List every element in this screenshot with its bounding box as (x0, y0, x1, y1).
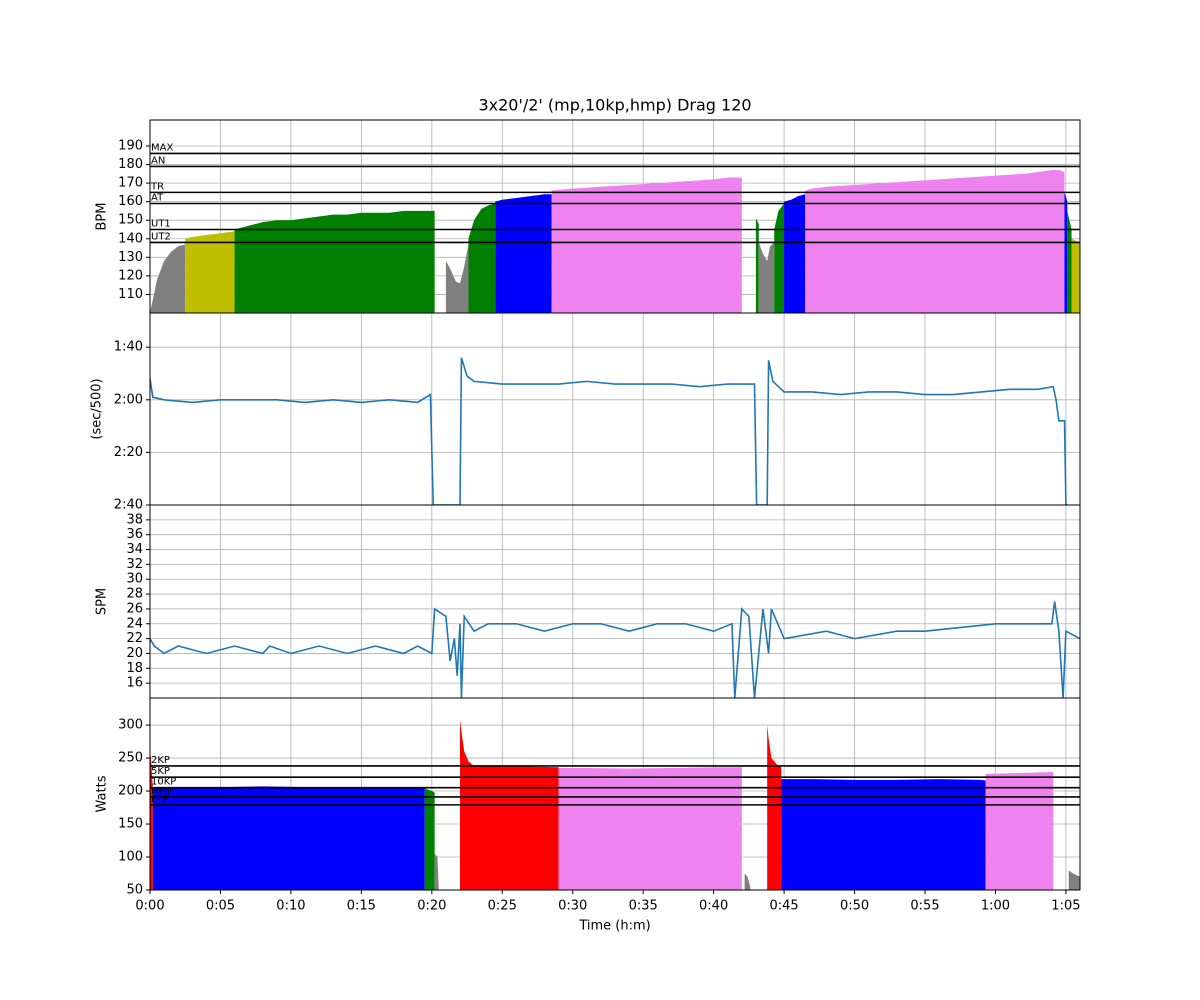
area (781, 779, 986, 890)
y-axis-label: (sec/500) (90, 378, 105, 439)
area (1067, 210, 1072, 313)
line (150, 601, 1080, 698)
y-tick-label: 36 (126, 527, 143, 542)
y-tick-label: 20 (126, 646, 143, 661)
y-tick-label: 50 (126, 883, 143, 898)
y-tick-label: 120 (118, 268, 143, 283)
panel (150, 313, 1080, 505)
area (150, 748, 153, 890)
x-axis-label: Time (h:m) (578, 919, 650, 934)
x-tick-label: 0:45 (769, 899, 798, 914)
y-tick-label: 2:40 (114, 498, 143, 513)
y-axis-label: BPM (95, 203, 110, 231)
area (551, 177, 742, 313)
y-tick-label: 170 (118, 176, 143, 191)
area (1068, 870, 1080, 890)
threshold-label: AT (151, 193, 164, 204)
y-tick-label: 150 (118, 817, 143, 832)
y-tick-label: 180 (118, 157, 143, 172)
threshold-label: FTP (151, 794, 169, 805)
threshold-label: 5KP (151, 766, 170, 777)
y-tick-label: 1:40 (114, 340, 143, 355)
threshold-label: TR (150, 181, 164, 192)
y-tick-label: 28 (126, 587, 143, 602)
area (758, 242, 775, 313)
x-tick-label: 0:35 (629, 899, 658, 914)
y-tick-label: 22 (126, 631, 143, 646)
y-tick-label: 300 (118, 718, 143, 733)
y-tick-label: 200 (118, 784, 143, 799)
threshold-label: 10KP (151, 777, 176, 788)
panel (150, 120, 1080, 313)
x-tick-label: 0:00 (135, 899, 164, 914)
x-tick-label: 0:30 (558, 899, 587, 914)
y-axis-label: SPM (95, 588, 110, 615)
y-tick-label: 160 (118, 194, 143, 209)
y-tick-label: 16 (126, 676, 143, 691)
y-tick-label: 24 (126, 616, 143, 631)
y-tick-label: 150 (118, 213, 143, 228)
area (744, 873, 751, 890)
area (185, 231, 235, 313)
axes-frame (149, 697, 1081, 891)
y-tick-label: 38 (126, 512, 143, 527)
y-tick-label: 130 (118, 250, 143, 265)
threshold-label: UT1 (151, 218, 171, 229)
y-tick-label: 100 (118, 850, 143, 865)
y-tick-label: 34 (126, 542, 143, 557)
y-tick-label: 18 (126, 661, 143, 676)
area (234, 210, 435, 313)
panel (150, 698, 1080, 890)
area (1071, 238, 1080, 313)
area (150, 244, 186, 313)
area (774, 203, 785, 313)
x-tick-label: 0:55 (910, 899, 939, 914)
x-tick-label: 0:05 (206, 899, 235, 914)
x-tick-label: 0:50 (840, 899, 869, 914)
area (805, 170, 1065, 313)
area (755, 218, 759, 313)
threshold-label: AN (151, 155, 165, 166)
area (767, 725, 782, 890)
y-tick-label: 250 (118, 751, 143, 766)
y-tick-label: 26 (126, 601, 143, 616)
axes-frame (149, 312, 1081, 506)
y-tick-label: 190 (118, 138, 143, 153)
y-axis-label: Watts (95, 775, 110, 812)
threshold-label: UT2 (151, 231, 171, 242)
x-tick-label: 0:40 (699, 899, 728, 914)
area (495, 194, 552, 313)
x-tick-label: 0:10 (276, 899, 305, 914)
chart-title: 3x20'/2' (mp,10kp,hmp) Drag 120 (478, 96, 751, 115)
threshold-label: HMP (151, 786, 173, 797)
area (784, 194, 806, 313)
x-tick-label: 0:25 (488, 899, 517, 914)
y-tick-label: 2:20 (114, 445, 143, 460)
y-tick-label: 2:00 (114, 392, 143, 407)
panel (150, 505, 1080, 698)
area (985, 771, 1054, 890)
threshold-label: 2KP (151, 755, 170, 766)
x-tick-label: 1:00 (981, 899, 1010, 914)
y-tick-label: 30 (126, 572, 143, 587)
y-tick-label: 110 (118, 287, 143, 302)
area (424, 788, 435, 890)
line (150, 357, 1068, 505)
area (152, 786, 425, 890)
area (445, 244, 469, 313)
x-tick-label: 0:20 (417, 899, 446, 914)
area (1064, 192, 1068, 313)
x-tick-label: 1:05 (1051, 899, 1080, 914)
area (558, 767, 742, 890)
area (434, 853, 439, 890)
x-tick-label: 0:15 (347, 899, 376, 914)
threshold-label: MAX (151, 142, 173, 153)
axes-frame (149, 504, 1081, 699)
y-tick-label: 140 (118, 231, 143, 246)
y-tick-label: 32 (126, 557, 143, 572)
area (468, 203, 496, 313)
